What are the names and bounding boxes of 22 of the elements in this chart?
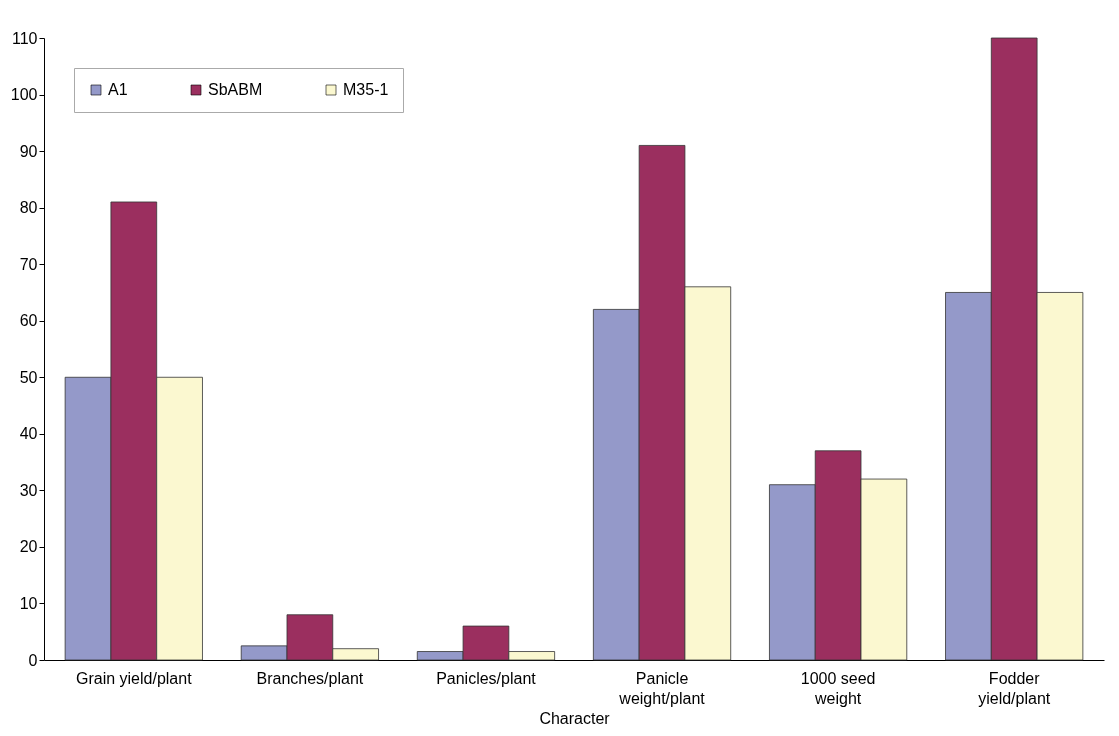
y-tick-label: 70 [19, 255, 38, 273]
y-tick-label: 30 [19, 481, 38, 499]
x-tick-label: Panicles/plant [436, 669, 537, 687]
y-tick-label: 110 [11, 29, 38, 47]
y-tick-label: 80 [19, 199, 38, 217]
x-axis-title: Character [539, 709, 611, 727]
legend-label: A1 [108, 81, 128, 98]
y-tick-label: 90 [19, 142, 38, 160]
x-tick-label: Branches/plant [256, 669, 364, 687]
x-tick-label: 1000 seed weight [800, 669, 876, 707]
x-tick-label: Fodder yield/plant [978, 669, 1051, 707]
y-tick-label: 10 [19, 594, 38, 612]
x-tick-label: Panicle weight/plant [618, 669, 706, 707]
y-tick-label: 100 [10, 86, 38, 104]
y-tick-label: 0 [28, 651, 38, 669]
y-tick-label: 50 [19, 368, 38, 386]
x-tick-label: Grain yield/plant [75, 669, 193, 687]
legend-label: SbABM [208, 81, 263, 98]
legend-label: M35-1 [343, 81, 389, 98]
y-tick-label: 40 [19, 425, 38, 443]
y-tick-label: 20 [19, 538, 38, 556]
y-tick-label: 60 [19, 312, 38, 330]
